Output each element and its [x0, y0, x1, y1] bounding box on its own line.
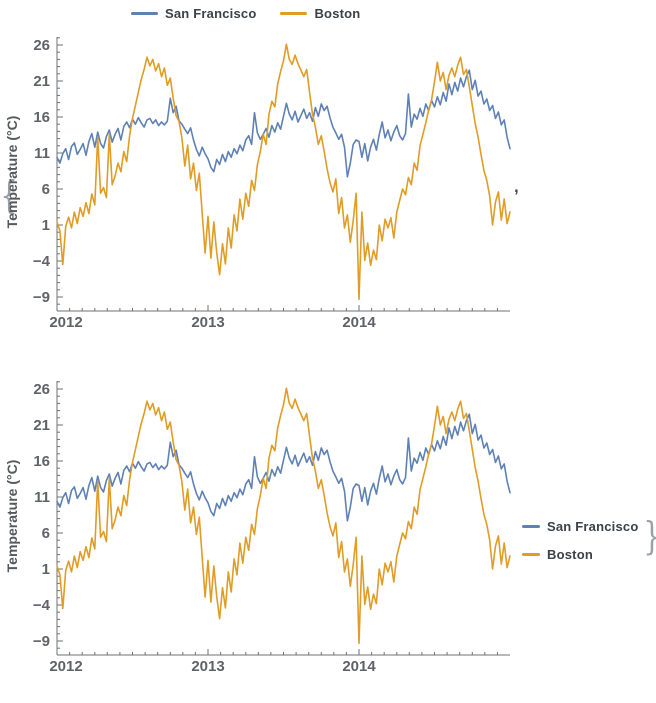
y-axis-title: Temperature (°C): [4, 460, 20, 573]
legend-label-san-francisco: San Francisco: [165, 5, 257, 21]
boston-line-swatch: [280, 11, 308, 15]
x-tick-label: 2012: [49, 658, 82, 675]
legend-item-boston: Boston: [280, 5, 360, 21]
list-close-brace: }: [643, 517, 656, 555]
legend-label-boston: Boston: [547, 546, 593, 562]
legend-right: San Francisco Boston: [522, 518, 638, 562]
y-tick-label: 21: [33, 417, 50, 434]
x-tick-label: 2014: [342, 314, 376, 331]
series-line-boston: [56, 387, 511, 645]
plot-area: 26 21 16 11 6 1 −4 −9 2012 2013 2014 Temperature (°…: [4, 37, 511, 331]
x-tick-label: 2014: [342, 658, 376, 675]
legend-item-san-francisco: San Francisco: [131, 5, 256, 21]
legend-item-san-francisco: San Francisco: [522, 518, 638, 534]
boston-line-swatch: [522, 552, 540, 556]
temperature-chart-bottom: 26 21 16 11 6 1 −4 −9 2012 2013 2014 Temperature (°…: [4, 381, 511, 675]
plot-area: 26 21 16 11 6 1 −4 −9 2012 2013 2014 Temperature (°…: [4, 381, 511, 675]
y-tick-label: 11: [34, 489, 50, 506]
y-tick-label: 16: [33, 453, 50, 470]
series-line-boston: [56, 43, 511, 301]
x-tick-label: 2013: [191, 314, 224, 331]
list-open-brace: {: [0, 173, 18, 217]
y-tick-label: 6: [42, 181, 50, 198]
san-francisco-line-swatch: [522, 524, 540, 528]
series-line-san-francisco: [56, 413, 511, 522]
y-tick-label: 6: [42, 525, 50, 542]
y-tick-label: 26: [33, 37, 50, 54]
legend-top: San Francisco Boston: [131, 5, 360, 21]
y-tick-label: 11: [34, 145, 50, 162]
y-tick-label: −9: [33, 633, 50, 650]
y-tick-label: 26: [33, 381, 50, 398]
y-tick-label: −4: [33, 253, 51, 270]
y-axis-title: Temperature (°C): [4, 116, 20, 229]
x-tick-label: 2012: [49, 314, 82, 331]
y-tick-label: −4: [33, 597, 51, 614]
y-tick-label: 1: [42, 561, 50, 578]
x-tick-label: 2013: [191, 658, 224, 675]
temperature-chart-top: 26 21 16 11 6 1 −4 −9 2012 2013 2014 Temperature (°…: [4, 37, 511, 331]
y-tick-label: 1: [42, 217, 50, 234]
y-tick-label: −9: [33, 289, 50, 306]
series-line-san-francisco: [56, 69, 511, 178]
y-tick-label: 16: [33, 109, 50, 126]
list-separator-comma: ,: [514, 177, 519, 196]
legend-label-san-francisco: San Francisco: [547, 518, 639, 534]
san-francisco-line-swatch: [131, 11, 158, 15]
y-tick-label: 21: [33, 73, 50, 90]
legend-label-boston: Boston: [314, 5, 361, 21]
legend-item-boston: Boston: [522, 546, 593, 562]
